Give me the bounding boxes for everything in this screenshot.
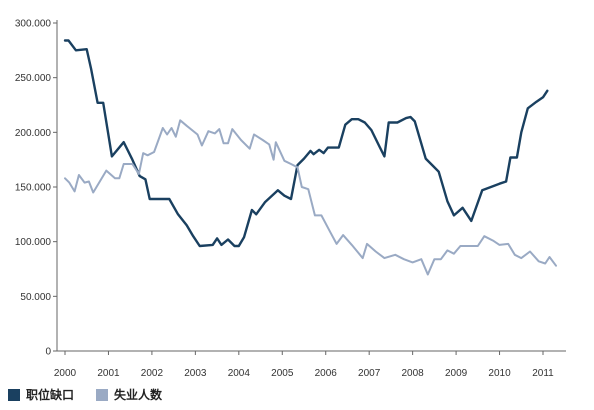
- series-line-job-gap: [63, 39, 549, 248]
- y-axis-ticks: 0 50.000 100.000 150.000 200.000 250.000 300.0…: [15, 19, 57, 358]
- x-tick-label: 2003: [184, 368, 207, 379]
- legend-swatch-unemployed: [96, 388, 109, 401]
- x-tick-label: 2010: [488, 368, 511, 379]
- legend-label-unemployed: 失业人数: [114, 388, 163, 402]
- chart-axes: [56, 20, 566, 352]
- series-line-unemployed: [64, 119, 557, 276]
- legend-swatch-job-gap: [8, 388, 20, 401]
- x-tick-label: 2007: [358, 368, 381, 379]
- y-tick-label: 50.000: [20, 292, 51, 303]
- y-tick-label: 100.000: [15, 237, 52, 248]
- x-tick-label: 2008: [402, 368, 425, 379]
- y-tick-label: 0: [45, 347, 51, 358]
- x-tick-label: 2009: [445, 368, 468, 379]
- x-tick-label: 2011: [532, 368, 554, 379]
- x-tick-label: 2001: [97, 368, 120, 379]
- legend-item-unemployed: 失业人数: [96, 386, 162, 403]
- x-tick-label: 2004: [228, 368, 251, 379]
- y-tick-label: 300.000: [15, 19, 52, 30]
- legend-item-job-gap: 职位缺口: [8, 386, 74, 403]
- series-lines: [63, 39, 557, 276]
- x-axis-ticks: 2000 2001 2002 2003 2004 2005 2006 2007 2008 2009…: [54, 351, 554, 379]
- legend-label-job-gap: 职位缺口: [26, 388, 75, 402]
- y-tick-label: 200.000: [15, 128, 52, 139]
- x-tick-label: 2002: [141, 368, 164, 379]
- x-tick-label: 2006: [315, 368, 338, 379]
- x-tick-label: 2005: [271, 368, 294, 379]
- x-tick-label: 2000: [54, 368, 77, 379]
- chart-legend: 职位缺口 失业人数: [8, 386, 184, 403]
- y-tick-label: 150.000: [15, 183, 52, 194]
- y-tick-label: 250.000: [15, 73, 52, 84]
